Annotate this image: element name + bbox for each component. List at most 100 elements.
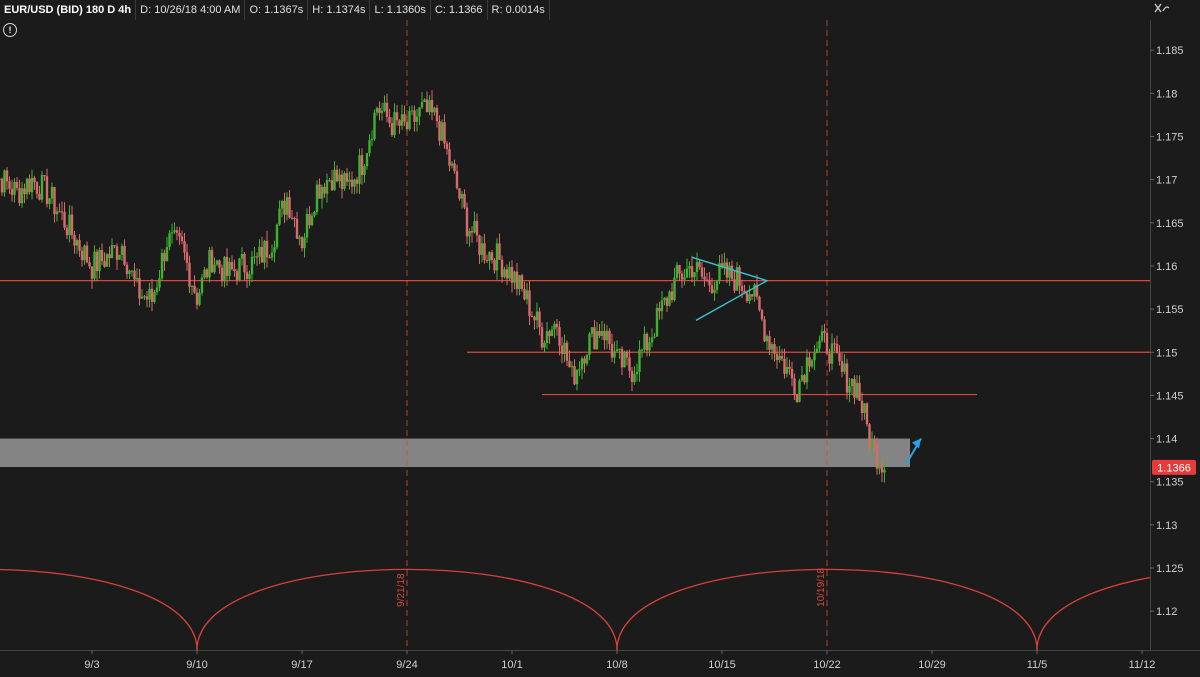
candle-up [578,369,581,371]
candle-down [698,261,701,268]
range-readout: R: 0.0014s [488,0,550,20]
candle-down [523,288,526,300]
candle-up [48,198,51,205]
candle-down [838,353,841,362]
candle-up [173,230,176,233]
candle-up [348,179,351,182]
triangle-pattern [691,256,769,321]
price-tick-label: 1.165 [1156,218,1184,230]
candle-up [105,254,109,267]
candle-up [518,275,521,290]
candle-down [233,269,236,272]
candle-down [60,211,64,213]
candle-down [710,285,714,293]
candle-up [735,267,739,291]
candle-up [770,344,774,350]
info-bar: EUR/USD (BID) 180 D 4h D: 10/26/18 4:00 … [0,0,1200,20]
candle-up [408,110,411,130]
candle-up [213,264,216,273]
candle-down [43,175,46,177]
candle-down [218,260,221,268]
date-tick-label: 11/5 [1027,659,1048,671]
candle-down [873,441,876,445]
candle-down [608,330,611,344]
candle-down [760,309,764,320]
candle-down [108,254,111,259]
candle-up [718,263,721,282]
candle-down [28,178,31,193]
candle-down [88,262,91,267]
price-axis[interactable]: 1.185 1.18 1.175 1.17 1.165 1.16 1.155 1.15 1.14… [1150,45,1184,618]
candle-down [295,218,299,239]
candle-up [723,262,726,267]
candle-down [865,403,869,425]
candle-down [483,243,486,261]
candle-up [250,256,254,275]
candle-down [378,108,381,113]
candle-down [703,276,706,280]
candle-up [535,311,539,321]
candle-down [195,292,199,305]
candle-down [458,188,461,199]
candle-up [200,277,204,293]
candle-up [753,284,756,297]
candle-up [258,246,261,257]
candle-up [870,441,874,448]
candle-up [170,232,174,234]
candle-up [155,287,159,293]
candle-up [508,266,511,279]
candle-up [400,114,404,126]
horizontal-levels [0,280,1150,396]
candle-down [180,236,184,242]
cycle-arc [196,568,618,650]
candle-up [778,355,781,361]
candle-up [3,170,6,193]
alert-icon[interactable]: ! [3,23,17,37]
date-tick-label: 10/15 [708,659,736,671]
candle-down [70,214,74,235]
candle-up [83,245,86,261]
candle-down [808,357,811,367]
candle-down [103,261,106,267]
candle-down [53,186,56,215]
candle-up [473,220,476,233]
candle-up [415,116,419,122]
candle-down [8,181,11,189]
candle-down [763,319,766,342]
candle-down [288,197,291,218]
candle-down [78,240,81,251]
candle-up [855,382,859,398]
candle-up [615,349,619,352]
candle-up [605,330,609,341]
candle-down [5,170,9,182]
candle-up [140,296,144,299]
date-tick-label: 10/29 [918,659,946,671]
candle-up [428,100,431,113]
candle-up [640,349,644,351]
candle-down [470,231,474,233]
candle-down [750,294,754,297]
candle-down [845,363,849,393]
candle-up [25,178,29,195]
candle-down [318,184,321,199]
time-axis[interactable]: 9/3 9/10 9/17 9/24 10/1 10/8 10/15 10/22 10/29 11… [84,650,1155,671]
candle-down [860,400,864,413]
candle-down [23,188,26,195]
candle-up [863,403,866,413]
candle-up [765,336,769,342]
candle-up [800,375,804,381]
candle-down [755,284,759,297]
candle-up [655,307,659,337]
candle-down [18,187,21,204]
candle-up [168,233,171,248]
candle-up [693,272,696,278]
candle-down [125,264,129,274]
symbol-label[interactable]: EUR/USD (BID) 180 D 4h [0,0,137,20]
candle-up [513,271,516,283]
crosshair-settings-icon[interactable] [1152,1,1172,19]
candle-up [328,180,331,182]
candle-down [185,252,189,263]
candle-down [395,112,399,121]
candle-up [798,380,801,402]
